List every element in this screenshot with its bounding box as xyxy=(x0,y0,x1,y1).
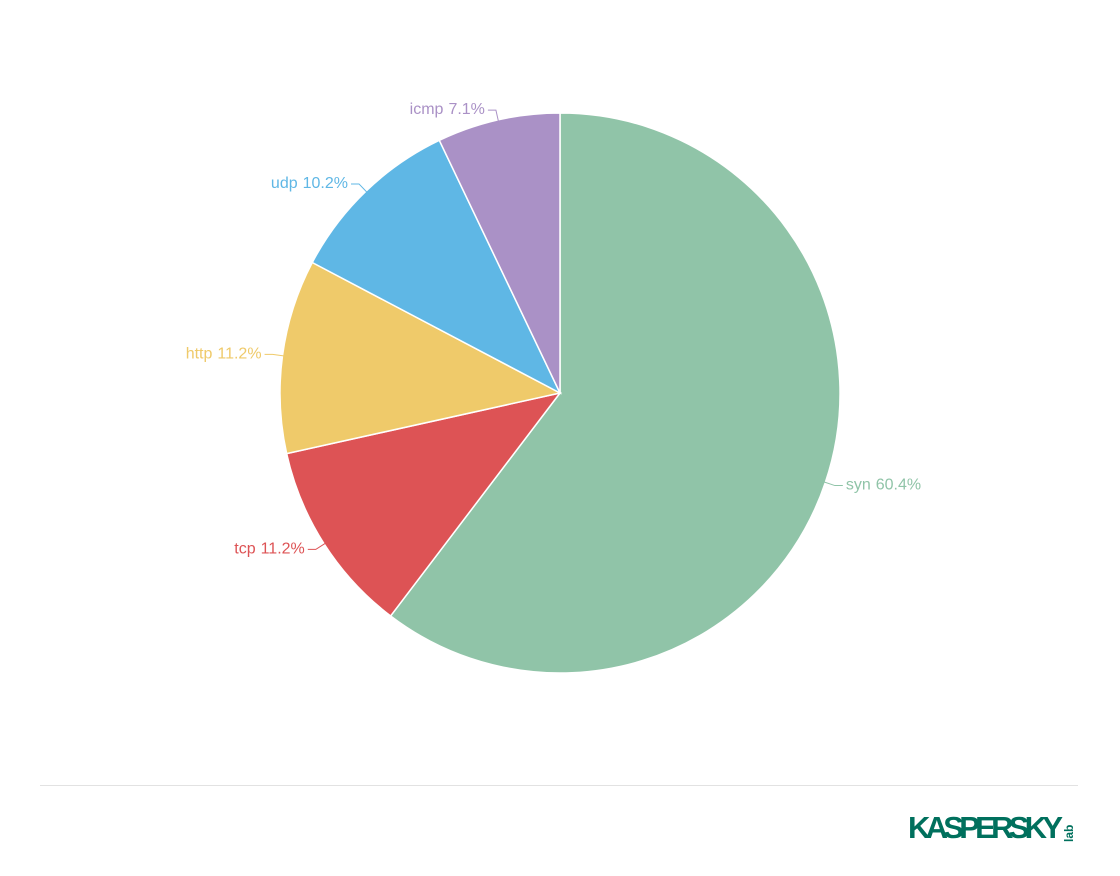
leader-line xyxy=(487,109,500,122)
slice-label: http 11.2% xyxy=(186,346,262,363)
slice-label: icmp 7.1% xyxy=(410,101,485,118)
slice-category: http xyxy=(186,346,213,363)
slice-label: udp 10.2% xyxy=(271,175,348,192)
slice-value-label: 11.2% xyxy=(217,346,261,363)
slice-label: tcp 11.2% xyxy=(234,541,305,558)
slice-category: icmp xyxy=(410,101,444,118)
slice-category: tcp xyxy=(234,541,255,558)
slice-value-label: 11.2% xyxy=(261,541,305,558)
slice-value-label: 60.4% xyxy=(876,477,921,494)
slice-value-label: 7.1% xyxy=(448,101,484,118)
logo: KASPERSKY xyxy=(908,810,1063,845)
leader-line xyxy=(823,481,843,487)
leader-line xyxy=(264,353,285,357)
slice-label: syn 60.4% xyxy=(846,477,921,494)
leader-line xyxy=(307,542,327,550)
logo-suffix: lab xyxy=(1062,825,1076,842)
slice-category: udp xyxy=(271,175,298,192)
leader-line xyxy=(351,183,368,193)
slice-value-label: 10.2% xyxy=(303,175,348,192)
slice-category: syn xyxy=(846,477,871,494)
